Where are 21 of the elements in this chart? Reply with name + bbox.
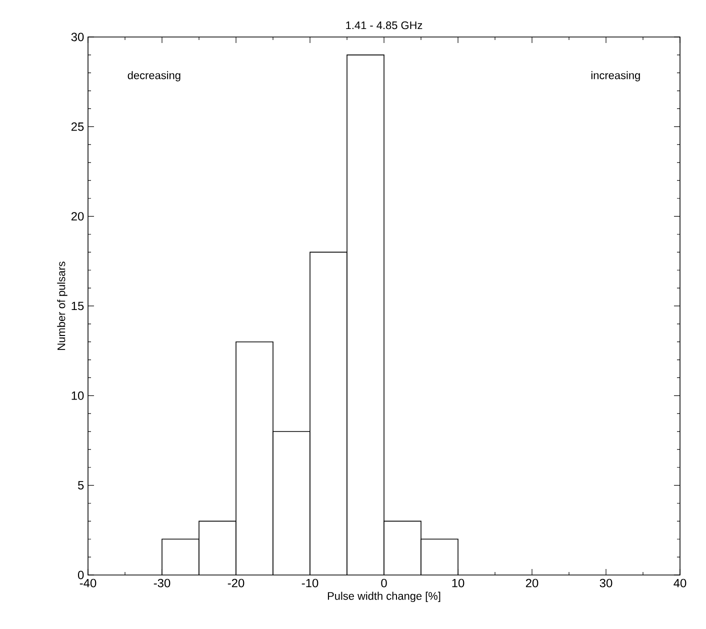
x-tick-label: 20 xyxy=(526,578,538,588)
y-tick-label: 0 xyxy=(78,570,84,580)
x-tick-label: 10 xyxy=(452,578,464,588)
y-tick-label: 30 xyxy=(71,32,84,42)
y-tick-label: 10 xyxy=(72,391,84,400)
x-tick-label: 40 xyxy=(674,578,686,588)
annotation: decreasing xyxy=(128,71,180,82)
y-tick-label: 5 xyxy=(78,481,84,490)
y-axis-title: Number of pulsars xyxy=(57,262,68,350)
x-tick-label: -40 xyxy=(80,578,96,588)
y-tick-label: 15 xyxy=(72,302,84,310)
y-tick-label: 25 xyxy=(71,122,84,131)
annotation: increasing xyxy=(591,71,640,82)
y-tick-label: 20 xyxy=(71,212,84,221)
x-tick-label: -10 xyxy=(302,578,318,588)
x-tick-label: -20 xyxy=(228,578,244,588)
chart-title: 1.41 - 4.85 GHz xyxy=(346,21,422,30)
x-axis-title: Pulse width change [%] xyxy=(328,592,440,602)
x-tick-label: 0 xyxy=(381,578,387,588)
x-tick-label: -30 xyxy=(154,578,170,588)
x-tick-label: 30 xyxy=(600,578,612,588)
